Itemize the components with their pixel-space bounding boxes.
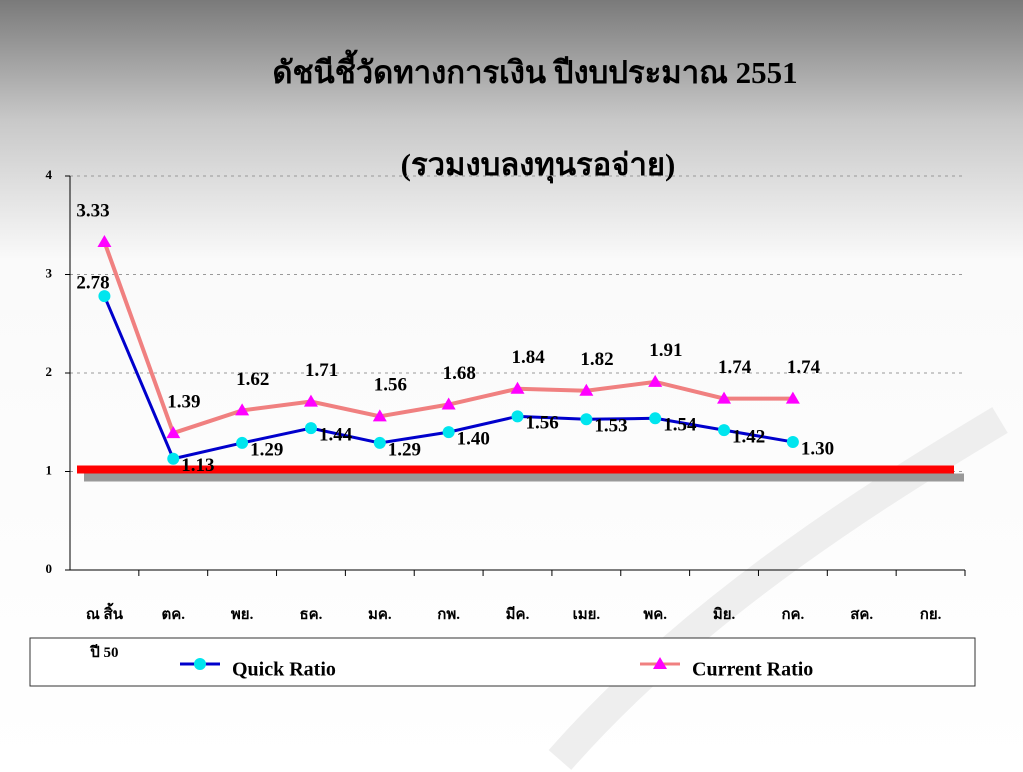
y-tick-label: 4 [46, 167, 53, 182]
y-tick-label: 0 [46, 561, 53, 576]
marker [510, 381, 525, 394]
x-tick-label: มค. [367, 607, 392, 623]
data-label: 1.30 [801, 438, 834, 459]
data-label: 1.13 [181, 455, 214, 476]
decor [548, 407, 1008, 770]
y-tick-label: 2 [46, 364, 53, 379]
x-tick-label: พค. [643, 607, 668, 623]
marker [580, 413, 593, 426]
x-tick-label: พย. [230, 607, 254, 623]
marker [579, 383, 594, 396]
data-label: 1.29 [388, 439, 421, 460]
x-tick-label: เมย. [572, 607, 601, 623]
data-label: 1.53 [594, 416, 627, 437]
x-tick-label: ตค. [161, 607, 186, 623]
marker [785, 391, 800, 404]
data-label: 1.84 [512, 347, 546, 368]
data-label: 1.56 [374, 375, 407, 396]
data-label: 1.56 [526, 413, 559, 434]
x-tick-label: สค. [850, 607, 874, 623]
data-label: 1.42 [732, 426, 765, 447]
y-tick-label: 3 [46, 265, 53, 280]
marker [304, 422, 317, 435]
data-label: 3.33 [76, 200, 109, 221]
data-label: 1.68 [443, 363, 476, 384]
marker [372, 409, 387, 422]
data-label: 1.40 [457, 428, 490, 449]
chart-title: ดัชนีชี้วัดทางการเงิน ปีงบประมาณ 2551 [272, 49, 797, 90]
legend-label: Quick Ratio [232, 659, 336, 681]
marker [718, 424, 731, 437]
data-label: 1.44 [319, 425, 353, 446]
marker [441, 397, 456, 410]
marker [236, 436, 249, 449]
marker [442, 426, 455, 439]
marker [648, 374, 663, 387]
data-label: 1.74 [787, 357, 821, 378]
data-label: 1.74 [718, 357, 752, 378]
x-tick-label: กย. [919, 607, 942, 623]
marker [97, 234, 112, 247]
x-tick-label: ณ สิ้น ปี 50 [85, 607, 123, 661]
marker [511, 410, 524, 423]
data-label: 1.82 [580, 349, 613, 370]
reference-line [77, 465, 954, 474]
marker [649, 412, 662, 425]
legend-box [29, 637, 976, 687]
marker [717, 391, 732, 404]
chart-subtitle: (รวมงบลงทุนรอจ่าย) [401, 147, 676, 184]
data-label: 1.71 [305, 360, 338, 381]
data-label: 1.29 [250, 439, 283, 460]
x-tick-label: มีค. [505, 607, 530, 623]
legend-marker [653, 657, 667, 669]
marker [786, 435, 799, 448]
data-label: 1.39 [167, 391, 200, 412]
marker [166, 426, 181, 439]
marker [373, 436, 386, 449]
data-label: 1.62 [236, 369, 269, 390]
marker [167, 452, 180, 465]
reference-shadow [84, 473, 964, 482]
x-tick-label: มิย. [712, 607, 736, 623]
marker [235, 403, 250, 416]
data-label: 2.78 [76, 273, 109, 294]
marker [98, 290, 111, 303]
data-label: 1.91 [649, 340, 682, 361]
x-tick-label: กค. [781, 607, 805, 623]
legend-label: Current Ratio [692, 659, 813, 681]
marker [303, 394, 318, 407]
x-tick-label: กพ. [437, 607, 460, 623]
y-tick-label: 1 [46, 462, 53, 477]
x-tick-label: ธค. [299, 607, 323, 623]
data-label: 1.54 [663, 415, 697, 436]
legend-marker [194, 658, 206, 670]
